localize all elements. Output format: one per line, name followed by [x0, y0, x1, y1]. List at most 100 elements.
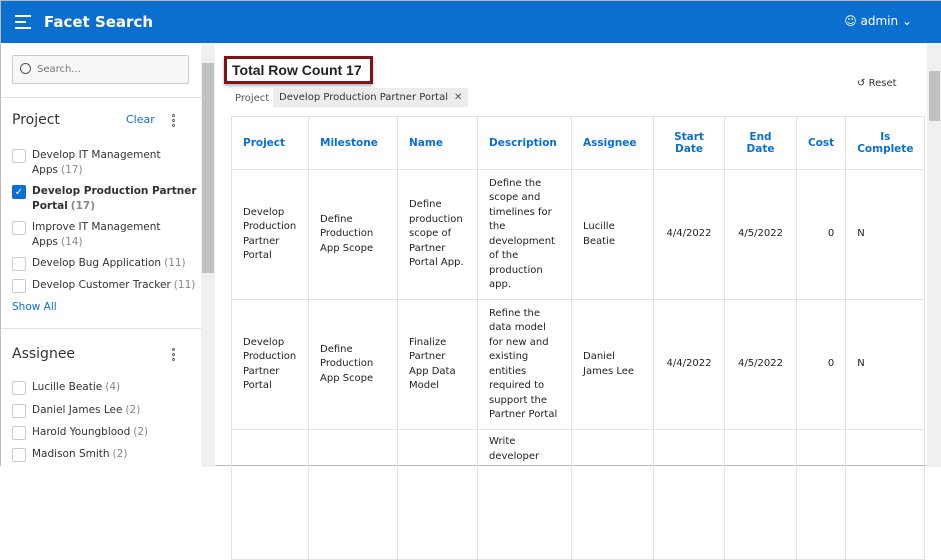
reset-icon: ↺	[857, 78, 866, 89]
option-label: Develop Customer Tracker	[32, 279, 171, 291]
option-label: Harold Youngblood	[32, 426, 131, 438]
option-count: (2)	[112, 448, 128, 460]
checkbox[interactable]	[12, 279, 26, 293]
table-cell	[653, 429, 725, 560]
table-cell: Define Production App Scope	[308, 299, 398, 430]
table-cell: 0	[795, 299, 847, 430]
table-cell	[845, 429, 926, 560]
table-cell: Finalize Partner App Data Model	[397, 299, 478, 430]
checkbox[interactable]	[12, 381, 26, 395]
table-cell: Refine the data model for new and existi…	[477, 299, 572, 430]
facet-option[interactable]: Develop IT Management Apps (17)	[12, 148, 197, 178]
table-cell	[308, 429, 398, 560]
table-cell: N	[845, 169, 926, 300]
facet-sidebar: Search... Project Clear Develop IT Manag…	[1, 43, 201, 467]
option-count: (11)	[164, 257, 186, 269]
page-scrollbar[interactable]	[927, 43, 941, 467]
search-input[interactable]: Search...	[12, 55, 189, 84]
reset-label: Reset	[868, 78, 897, 89]
table-cell	[397, 429, 478, 560]
option-count: (4)	[105, 381, 121, 393]
column-header[interactable]: Cost	[795, 116, 847, 170]
table-cell: Daniel James Lee	[571, 299, 654, 430]
chevron-down-icon: ⌄	[898, 14, 912, 28]
checkbox[interactable]	[12, 404, 26, 418]
facet-title-assignee: Assignee	[12, 346, 76, 362]
column-header[interactable]: End Date	[724, 116, 797, 170]
table-cell: 4/4/2022	[653, 169, 725, 300]
checkbox[interactable]: ✓	[12, 185, 26, 199]
table-cell: 4/5/2022	[724, 169, 797, 300]
column-header[interactable]: Project	[231, 116, 309, 170]
facet-option[interactable]: Develop Bug Application (11)	[12, 256, 197, 271]
table-cell: 4/4/2022	[653, 299, 725, 430]
table-cell: Define Production App Scope	[308, 169, 398, 300]
column-header[interactable]: Milestone	[308, 116, 398, 170]
checkbox[interactable]	[12, 221, 26, 235]
table-cell: 4/5/2022	[724, 299, 797, 430]
facet-option[interactable]: Madison Smith (2)	[12, 447, 197, 462]
divider	[1, 328, 201, 329]
table-cell	[724, 429, 797, 560]
column-header[interactable]: Is Complete	[845, 116, 926, 170]
search-placeholder: Search...	[37, 64, 81, 75]
option-count: (11)	[173, 279, 196, 291]
option-count: (2)	[125, 404, 141, 416]
table-cell: Develop Production Partner Portal	[231, 299, 309, 430]
menu-icon[interactable]	[15, 15, 31, 29]
checkbox[interactable]	[12, 257, 26, 271]
user-menu[interactable]: ☺ admin ⌄	[844, 14, 912, 28]
table-row: Write developer	[231, 429, 926, 560]
filter-value: Develop Production Partner Portal	[279, 92, 448, 103]
facet-title-project: Project	[12, 112, 60, 128]
table-cell: Lucille Beatie	[571, 169, 654, 300]
table-cell: 0	[795, 169, 847, 300]
user-name: admin	[860, 14, 899, 28]
facet-option[interactable]: ✓ Develop Production Partner Portal (17)	[12, 184, 197, 214]
results-table: Project Milestone Name Description Assignee S…	[231, 116, 926, 560]
checkbox[interactable]	[12, 448, 26, 462]
close-icon[interactable]: ✕	[453, 92, 463, 103]
checkbox[interactable]	[12, 149, 26, 163]
option-label: Improve IT Management Apps	[32, 221, 161, 248]
option-count: (17)	[60, 164, 83, 176]
option-label: Daniel James Lee	[32, 404, 123, 416]
option-count: (2)	[133, 426, 149, 438]
facet-option[interactable]: Improve IT Management Apps (14)	[12, 220, 197, 250]
filter-label: Project	[235, 93, 270, 104]
facet-option[interactable]: Daniel James Lee (2)	[12, 403, 197, 418]
table-cell: N	[845, 299, 926, 430]
reset-button[interactable]: ↺ Reset	[857, 78, 897, 89]
facet-option[interactable]: Lucille Beatie (4)	[12, 380, 197, 395]
search-icon	[20, 63, 31, 74]
option-count: (17)	[70, 200, 96, 212]
table-cell	[571, 429, 654, 560]
column-header[interactable]: Assignee	[571, 116, 654, 170]
option-label: Develop Production Partner Portal	[32, 185, 197, 212]
facet-option[interactable]: Develop Customer Tracker (11)	[12, 278, 197, 293]
more-options-icon[interactable]	[172, 348, 176, 363]
more-options-icon[interactable]	[172, 114, 176, 129]
sidebar-scrollbar[interactable]	[201, 43, 215, 467]
facet-option[interactable]: Harold Youngblood (2)	[12, 425, 197, 440]
column-header[interactable]: Name	[397, 116, 478, 170]
table-cell: Write developer	[477, 429, 572, 560]
column-header[interactable]: Description	[477, 116, 572, 170]
table-row: Develop Production Partner Portal Define …	[231, 299, 926, 430]
user-icon: ☺	[844, 14, 861, 28]
table-row: Develop Production Partner Portal Define …	[231, 169, 926, 300]
column-header[interactable]: Start Date	[653, 116, 725, 170]
app-title: Facet Search	[44, 13, 154, 31]
option-label: Madison Smith	[32, 448, 110, 460]
show-all-link[interactable]: Show All	[12, 301, 57, 313]
table-cell: Define production scope of Partner Porta…	[397, 169, 478, 300]
option-label: Lucille Beatie	[32, 381, 103, 393]
filter-chip[interactable]: Develop Production Partner Portal ✕	[273, 88, 469, 107]
clear-button[interactable]: Clear	[126, 113, 155, 126]
table-cell	[231, 429, 309, 560]
table-cell: Define the scope and timelines for the d…	[477, 169, 572, 300]
main-region: Total Row Count 17 Project Develop Produ…	[215, 43, 927, 560]
total-row-count: Total Row Count 17	[224, 56, 373, 84]
checkbox[interactable]	[12, 426, 26, 440]
table-cell: Develop Production Partner Portal	[231, 169, 309, 300]
